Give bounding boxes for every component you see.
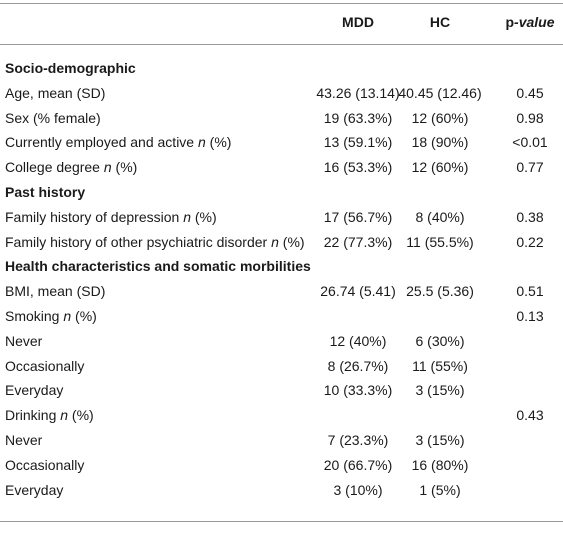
section-heading: Health characteristics and somatic morbi… [5, 258, 311, 275]
mdd-cell: 17 (56.7%) [323, 208, 393, 225]
row-label: Occasionally [5, 356, 84, 376]
text-part: (%) [71, 308, 97, 324]
hc-cell: 18 (90%) [411, 134, 469, 151]
p-cell: 0.98 [516, 109, 544, 126]
text-part: Everyday [5, 481, 64, 498]
text-part: (%) [190, 208, 217, 225]
text-part: Drinking [5, 407, 61, 424]
italic-part: n [103, 159, 112, 176]
mdd-cell: 22 (77.3%) [323, 233, 393, 250]
row-label: Currently employed and active n (%) [5, 132, 231, 152]
mdd-cell: 43.26 (13.14) [316, 84, 400, 101]
column-header: p-value [505, 12, 554, 32]
text-part: (%) [111, 159, 138, 176]
column-header: MDD [342, 14, 374, 30]
row-label: Sex (% female) [5, 108, 101, 128]
hc-cell: 25.5 (5.36) [406, 283, 474, 300]
mdd-cell: 26.74 (5.41) [320, 283, 396, 300]
p-cell: 0.43 [516, 407, 544, 424]
italic-part: n [60, 407, 69, 424]
italic-part: n [271, 233, 279, 250]
text-part: (%) [68, 407, 94, 424]
text-part: BMI, mean (SD) [5, 283, 106, 300]
hc-cell: 6 (30%) [415, 332, 465, 349]
text-part: Never [5, 432, 43, 448]
hc-cell: 16 (80%) [411, 456, 469, 473]
mdd-cell: 13 (59.1%) [323, 134, 393, 151]
mdd-cell: 19 (63.3%) [323, 109, 393, 126]
mdd-cell: 20 (66.7%) [323, 456, 393, 473]
italic-part: -value [514, 14, 555, 30]
hc-cell: 3 (15%) [415, 432, 465, 448]
row-label: Drinking n (%) [5, 405, 94, 425]
mdd-cell: 16 (53.3%) [323, 159, 393, 176]
hc-cell: 11 (55.5%) [406, 233, 474, 250]
p-cell: 0.77 [516, 159, 544, 176]
p-cell: 0.13 [516, 308, 544, 324]
mdd-cell: 8 (26.7%) [327, 357, 389, 374]
text-part: Everyday [5, 382, 64, 399]
italic-part: n [198, 134, 206, 151]
hc-cell: 40.45 (12.46) [398, 84, 482, 101]
bottom-rule [0, 521, 563, 522]
p-cell: 0.45 [516, 84, 544, 101]
p-cell: 0.22 [516, 233, 544, 250]
row-label: Age, mean (SD) [5, 83, 105, 103]
column-header: HC [429, 14, 451, 30]
text-part: Family history of other psychiatric diso… [5, 233, 272, 250]
row-label: College degree n (%) [5, 157, 137, 177]
header-rule [0, 44, 563, 45]
mdd-cell: 10 (33.3%) [323, 382, 393, 399]
row-label: Never [5, 430, 42, 450]
p-cell: 0.38 [516, 208, 544, 225]
row-label: Family history of other psychiatric diso… [5, 232, 305, 252]
text-part: Smoking [5, 308, 64, 324]
top-rule [0, 3, 563, 4]
italic-part: n [183, 208, 191, 225]
mdd-cell: 7 (23.3%) [327, 432, 389, 448]
hc-cell: 3 (15%) [415, 382, 465, 399]
text-part: Occasionally [5, 456, 85, 473]
p-cell: <0.01 [512, 134, 548, 151]
text-part: Currently employed and active [5, 134, 198, 151]
text-part: Occasionally [5, 357, 85, 374]
row-label: Everyday [5, 380, 63, 400]
italic-part: n [63, 308, 72, 324]
text-part: Age, mean (SD) [5, 84, 106, 101]
section-heading: Socio-demographic [5, 60, 136, 76]
text-part: College degree [5, 159, 104, 176]
text-part: Family history of depression [5, 208, 184, 225]
row-label: Family history of depression n (%) [5, 207, 217, 227]
mdd-cell: 3 (10%) [333, 481, 383, 498]
mdd-cell: 12 (40%) [329, 332, 387, 349]
hc-cell: 12 (60%) [411, 109, 469, 126]
row-label: Smoking n (%) [5, 306, 97, 326]
text-part: Never [5, 332, 43, 349]
hc-cell: 1 (5%) [419, 481, 461, 498]
hc-cell: 12 (60%) [411, 159, 469, 176]
section-heading: Past history [5, 184, 86, 200]
text-part: Sex (% female) [5, 109, 101, 126]
hc-cell: 11 (55%) [412, 357, 468, 374]
hc-cell: 8 (40%) [415, 208, 465, 225]
text-part: (%) [205, 134, 232, 151]
row-label: Everyday [5, 480, 63, 500]
row-label: Occasionally [5, 455, 84, 475]
row-label: BMI, mean (SD) [5, 281, 105, 301]
text-part: p [505, 14, 515, 30]
row-label: Never [5, 331, 42, 351]
p-cell: 0.51 [516, 283, 544, 300]
text-part: (%) [278, 233, 305, 250]
